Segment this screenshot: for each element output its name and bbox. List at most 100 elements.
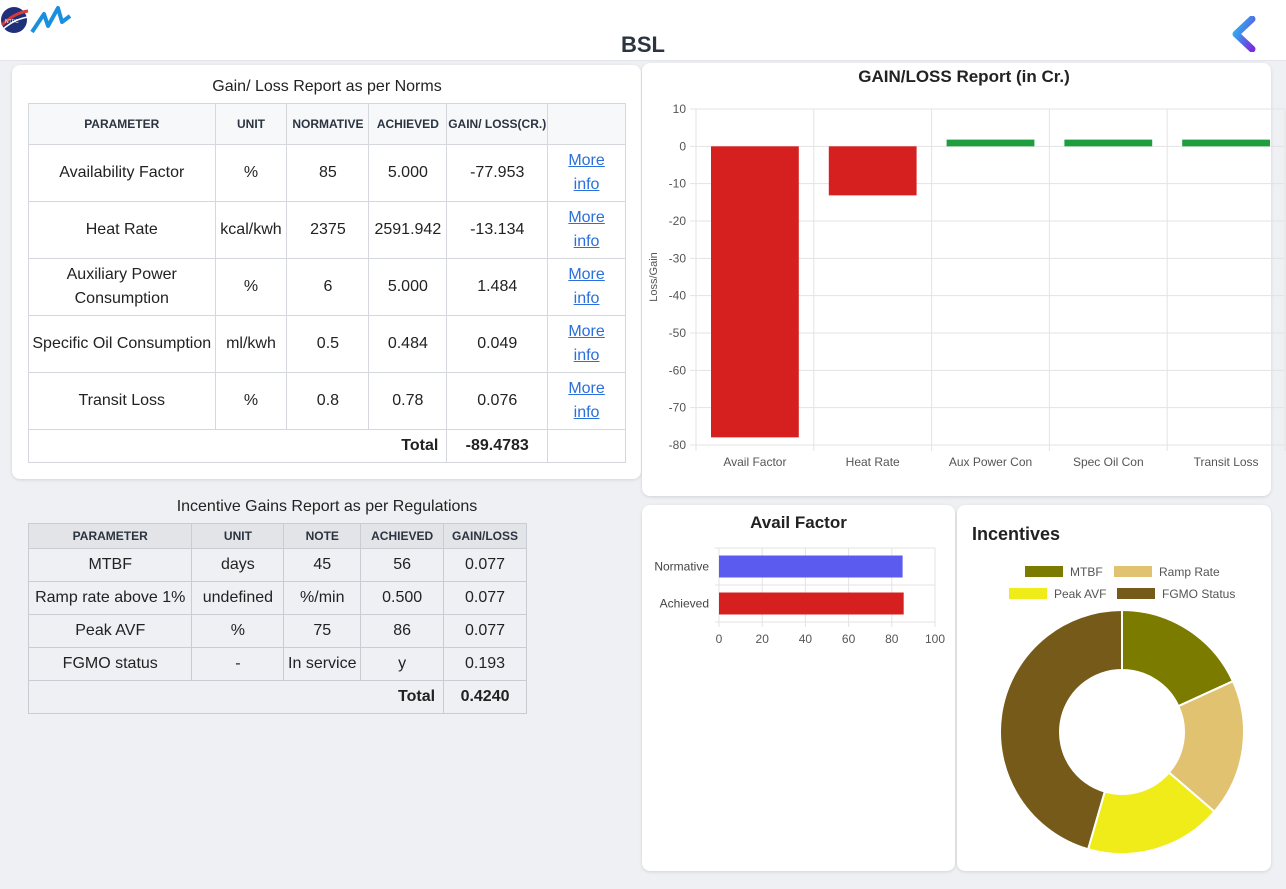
gain-loss-chart-title: GAIN/LOSS Report (in Cr.) <box>858 67 1070 86</box>
cell-action: More info <box>547 144 626 202</box>
avail-factor-title: Avail Factor <box>750 513 847 532</box>
more-info-link[interactable]: More info <box>568 380 605 421</box>
col-header-normative: NORMATIVE <box>286 103 370 145</box>
cell-achieved: 5.000 <box>368 258 448 316</box>
total-label: Total <box>27 680 445 714</box>
more-info-link[interactable]: More info <box>568 323 605 364</box>
legend-swatch <box>1117 588 1155 599</box>
cell-achieved: y <box>360 647 445 681</box>
lightning-logo-icon <box>30 6 72 34</box>
cell-unit: days <box>191 548 285 582</box>
table-total-row: Total 0.4240 <box>27 680 527 714</box>
org-emblem-icon: NTPC <box>0 7 29 33</box>
x-tick-label: 40 <box>799 632 813 646</box>
more-info-link[interactable]: More info <box>568 266 605 307</box>
cell-unit: kcal/kwh <box>214 201 288 259</box>
more-info-link[interactable]: More info <box>568 209 605 250</box>
x-tick-label: Avail Factor <box>723 455 786 469</box>
legend-swatch <box>1114 566 1152 577</box>
table-row: MTBF days 45 56 0.077 <box>27 548 527 582</box>
cell-note: 75 <box>283 614 362 648</box>
table-row: Transit Loss % 0.8 0.78 0.076 More info <box>28 372 626 430</box>
more-info-link[interactable]: More info <box>568 152 605 193</box>
y-axis-label: Loss/Gain <box>648 252 660 302</box>
chevron-left-icon[interactable] <box>1230 16 1260 52</box>
table-total-row: Total -89.4783 <box>27 429 626 463</box>
col-header-unit: UNIT <box>191 523 285 549</box>
x-tick-label: Aux Power Con <box>949 455 1032 469</box>
cell-action: More info <box>547 372 626 430</box>
cell-normative: 6 <box>286 258 370 316</box>
table-row: Heat Rate kcal/kwh 2375 2591.942 -13.134… <box>28 201 626 259</box>
cell-unit: - <box>191 647 285 681</box>
col-header-gain-loss: GAIN/ LOSS(CR.) <box>446 103 549 145</box>
bar <box>719 555 903 578</box>
incentive-table: PARAMETER UNIT NOTE ACHIEVED GAIN/LOSS M… <box>27 523 527 714</box>
y-tick-label: -80 <box>669 438 687 452</box>
x-tick-label: 100 <box>925 632 945 646</box>
cell-note: %/min <box>283 581 362 615</box>
bar <box>719 592 904 615</box>
cell-action: More info <box>547 315 626 373</box>
cell-note: In service <box>283 647 362 681</box>
cell-gain-loss: -13.134 <box>446 201 549 259</box>
cell-normative: 0.8 <box>286 372 370 430</box>
cell-parameter: Auxiliary Power Consumption <box>28 258 216 316</box>
bar <box>1182 139 1270 147</box>
cell-achieved: 5.000 <box>368 144 448 202</box>
legend-swatch <box>1025 566 1063 577</box>
cell-unit: undefined <box>191 581 285 615</box>
cell-parameter: Specific Oil Consumption <box>28 315 216 373</box>
cell-parameter: Transit Loss <box>28 372 216 430</box>
bar <box>946 139 1035 147</box>
table-row: Specific Oil Consumption ml/kwh 0.5 0.48… <box>28 315 626 373</box>
col-header-action <box>547 103 626 145</box>
table-row: Peak AVF % 75 86 0.077 <box>27 614 527 648</box>
cell-achieved: 2591.942 <box>368 201 448 259</box>
total-label: Total <box>27 429 448 463</box>
y-tick-label: -50 <box>669 326 687 340</box>
table-header-row: PARAMETER UNIT NOTE ACHIEVED GAIN/LOSS <box>27 523 527 549</box>
bar <box>711 146 799 438</box>
y-tick-label: 0 <box>679 139 686 153</box>
table-row: FGMO status - In service y 0.193 <box>27 647 527 681</box>
cell-parameter: Ramp rate above 1% <box>27 581 193 615</box>
table-row: Availability Factor % 85 5.000 -77.953 M… <box>28 144 626 202</box>
y-tick-label: -70 <box>669 401 687 415</box>
cell-parameter: Availability Factor <box>28 144 216 202</box>
incentives-title: Incentives <box>972 524 1061 544</box>
cell-achieved: 56 <box>360 548 445 582</box>
col-header-parameter: PARAMETER <box>28 103 216 145</box>
cell-unit: % <box>191 614 285 648</box>
cell-gain-loss: 0.077 <box>443 581 527 615</box>
cell-gain-loss: 0.077 <box>443 548 527 582</box>
x-tick-label: 80 <box>885 632 899 646</box>
legend-label: Peak AVF <box>1054 587 1106 601</box>
x-tick-label: 20 <box>756 632 770 646</box>
cell-achieved: 0.500 <box>360 581 445 615</box>
cell-achieved: 0.78 <box>368 372 448 430</box>
legend-label: FGMO Status <box>1162 587 1235 601</box>
cell-normative: 2375 <box>286 201 370 259</box>
col-header-unit: UNIT <box>214 103 288 145</box>
cell-note: 45 <box>283 548 362 582</box>
cell-achieved: 0.484 <box>368 315 448 373</box>
cell-gain-loss: -77.953 <box>446 144 549 202</box>
pie-slice <box>1086 771 1216 855</box>
gain-loss-chart: 10 0 -10 -20 -30 -40 -50 -60 -70 -80 Avail Factor H… <box>648 102 1286 469</box>
x-tick-label: 0 <box>716 632 723 646</box>
total-value: 0.4240 <box>443 680 527 714</box>
y-tick-label: -10 <box>669 177 687 191</box>
y-tick-label: -30 <box>669 251 687 265</box>
table-row: Auxiliary Power Consumption % 6 5.000 1.… <box>28 258 626 316</box>
cell-unit: % <box>214 372 288 430</box>
x-tick-label: Spec Oil Con <box>1073 455 1144 469</box>
bar <box>828 146 917 196</box>
legend-swatch <box>1009 588 1047 599</box>
legend-label: Ramp Rate <box>1159 565 1220 579</box>
cell-gain-loss: 0.077 <box>443 614 527 648</box>
bar <box>1064 139 1153 147</box>
col-header-achieved: ACHIEVED <box>368 103 448 145</box>
cell-parameter: Peak AVF <box>27 614 193 648</box>
table-row: Ramp rate above 1% undefined %/min 0.500… <box>27 581 527 615</box>
